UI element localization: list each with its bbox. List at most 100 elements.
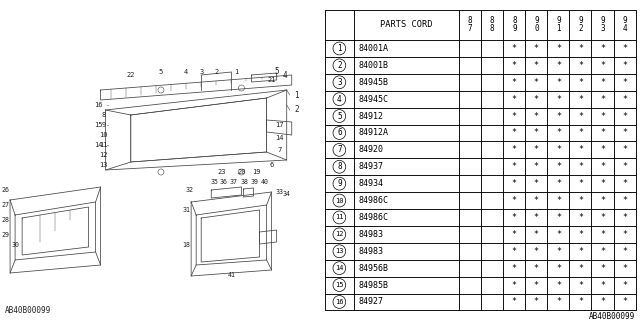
Bar	[525, 141, 547, 158]
Text: 12: 12	[99, 152, 108, 158]
Bar	[460, 108, 481, 124]
Bar	[354, 57, 460, 74]
Bar	[503, 40, 525, 57]
Bar	[570, 226, 591, 243]
Text: *: *	[512, 230, 517, 239]
Text: *: *	[534, 281, 539, 290]
Bar	[481, 40, 503, 57]
Bar	[614, 158, 636, 175]
Text: *: *	[556, 179, 561, 188]
Bar	[354, 276, 460, 293]
Text: *: *	[512, 264, 517, 273]
Text: *: *	[512, 95, 517, 104]
Text: *: *	[556, 95, 561, 104]
Text: *: *	[622, 230, 627, 239]
Bar	[591, 124, 614, 141]
Bar	[525, 91, 547, 108]
Bar	[460, 141, 481, 158]
Bar	[325, 141, 354, 158]
Text: *: *	[534, 298, 539, 307]
Bar	[503, 74, 525, 91]
Bar	[525, 175, 547, 192]
Text: 9
2: 9 2	[578, 16, 583, 34]
Text: *: *	[622, 78, 627, 87]
Text: *: *	[600, 230, 605, 239]
Text: 20: 20	[237, 169, 246, 175]
Text: 7: 7	[337, 145, 342, 154]
Bar	[614, 175, 636, 192]
Text: 13: 13	[335, 248, 344, 254]
Text: *: *	[556, 247, 561, 256]
Bar	[503, 192, 525, 209]
Text: 84001A: 84001A	[358, 44, 388, 53]
Bar	[354, 158, 460, 175]
Bar	[570, 158, 591, 175]
Bar	[591, 226, 614, 243]
Text: *: *	[534, 179, 539, 188]
Text: *: *	[556, 281, 561, 290]
Bar	[547, 91, 570, 108]
Text: *: *	[534, 247, 539, 256]
Bar	[325, 158, 354, 175]
Bar	[354, 243, 460, 260]
Bar	[570, 124, 591, 141]
Bar	[525, 192, 547, 209]
Text: 4: 4	[282, 70, 287, 79]
Text: 29: 29	[1, 232, 9, 238]
Bar	[570, 74, 591, 91]
Text: *: *	[534, 196, 539, 205]
Text: *: *	[512, 44, 517, 53]
Bar	[591, 108, 614, 124]
Text: *: *	[600, 95, 605, 104]
Text: *: *	[578, 179, 583, 188]
Text: 19: 19	[252, 169, 260, 175]
Text: 84934: 84934	[358, 179, 383, 188]
Bar	[570, 40, 591, 57]
Text: *: *	[622, 95, 627, 104]
Text: *: *	[578, 264, 583, 273]
Bar	[481, 276, 503, 293]
Bar	[547, 124, 570, 141]
Bar	[525, 260, 547, 276]
Bar	[570, 192, 591, 209]
Bar	[460, 40, 481, 57]
Bar	[354, 108, 460, 124]
Text: 18: 18	[182, 242, 190, 248]
Text: 39: 39	[250, 179, 259, 185]
Text: *: *	[622, 264, 627, 273]
Bar	[460, 226, 481, 243]
Bar	[525, 124, 547, 141]
Text: 34: 34	[283, 191, 291, 197]
Text: *: *	[578, 145, 583, 154]
Text: *: *	[556, 162, 561, 171]
Text: 84983: 84983	[358, 247, 383, 256]
Text: *: *	[534, 230, 539, 239]
Bar	[547, 57, 570, 74]
Text: 14: 14	[94, 142, 103, 148]
Text: *: *	[600, 44, 605, 53]
Text: 84920: 84920	[358, 145, 383, 154]
Text: 9: 9	[337, 179, 342, 188]
Bar	[547, 260, 570, 276]
Bar	[614, 276, 636, 293]
Bar	[354, 74, 460, 91]
Bar	[481, 175, 503, 192]
Bar	[547, 158, 570, 175]
Text: 8
7: 8 7	[468, 16, 472, 34]
Text: *: *	[600, 128, 605, 138]
Text: 32: 32	[185, 187, 193, 193]
Text: 30: 30	[11, 242, 19, 248]
Bar	[614, 57, 636, 74]
Text: *: *	[534, 61, 539, 70]
Bar	[503, 141, 525, 158]
Bar	[570, 141, 591, 158]
Text: 23: 23	[217, 169, 225, 175]
Text: 15: 15	[94, 122, 103, 128]
Bar	[525, 57, 547, 74]
Bar	[481, 108, 503, 124]
Text: 1: 1	[294, 91, 299, 100]
Bar	[570, 260, 591, 276]
Text: 10: 10	[99, 132, 108, 138]
Bar	[547, 40, 570, 57]
Text: 12: 12	[335, 231, 344, 237]
